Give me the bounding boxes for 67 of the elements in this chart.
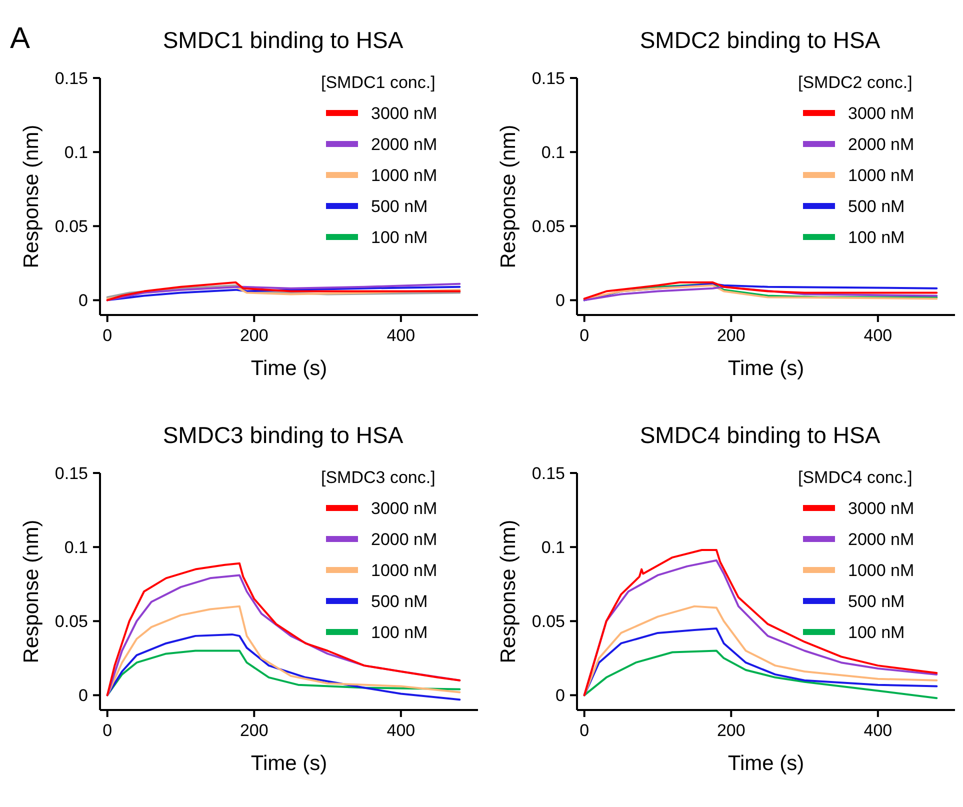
y-tick-label: 0.1	[541, 538, 565, 558]
y-axis-title: Response (nm)	[497, 124, 520, 268]
y-axis-title: Response (nm)	[20, 124, 43, 268]
x-tick-label: 200	[716, 326, 746, 345]
y-tick-label: 0.05	[54, 612, 88, 632]
legend-title: [SMDC3 conc.]	[321, 468, 436, 487]
line-series	[583, 628, 938, 696]
x-tick-label: 200	[240, 721, 268, 740]
x-axis-title: Time (s)	[250, 357, 328, 380]
x-axis-title: Time (s)	[728, 357, 804, 380]
legend-label: 100 nM	[848, 622, 905, 642]
legend-label: 2000 nM	[371, 530, 438, 549]
legend-label: 3000 nM	[848, 104, 914, 123]
legend-label: 1000 nM	[848, 166, 914, 185]
x-axis-title: Time (s)	[728, 752, 804, 775]
chart-title: SMDC2 binding to HSA	[640, 27, 881, 53]
legend-title: [SMDC4 conc.]	[798, 468, 912, 487]
y-axis-title: Response (nm)	[20, 520, 43, 664]
legend-label: 1000 nM	[371, 166, 438, 185]
legend-label: 100 nM	[371, 622, 428, 642]
x-tick-label: 400	[864, 721, 892, 740]
y-tick-label: 0	[556, 291, 565, 310]
y-tick-label: 0.05	[532, 612, 565, 632]
y-tick-label: 0	[556, 686, 565, 706]
x-tick-label: 200	[240, 326, 268, 345]
x-axis-title: Time (s)	[250, 752, 328, 775]
legend-label: 1000 nM	[848, 560, 914, 580]
text: A	[10, 22, 30, 55]
x-tick-label: 0	[102, 326, 112, 345]
legend-label: 500 nM	[371, 196, 428, 216]
x-tick-label: 200	[716, 721, 746, 740]
y-tick-label: 0.05	[532, 217, 565, 236]
x-tick-label: 0	[102, 721, 112, 740]
x-tick-label: 400	[386, 721, 416, 740]
legend-title: [SMDC1 conc.]	[321, 73, 436, 92]
y-tick-label: 0.1	[541, 143, 565, 162]
line-series	[583, 650, 938, 700]
legend-label: 100 nM	[371, 228, 428, 247]
legend-label: 3000 nM	[371, 104, 438, 123]
y-tick-label: 0.15	[54, 68, 88, 88]
y-tick-label: 0.1	[64, 538, 88, 558]
y-tick-label: 0.15	[532, 68, 565, 88]
x-tick-label: 0	[580, 326, 590, 345]
y-axis-title: Response (nm)	[497, 520, 520, 664]
y-tick-label: 0	[78, 686, 88, 706]
legend-label: 100 nM	[848, 228, 905, 247]
chart-title: SMDC4 binding to HSA	[640, 422, 881, 448]
chart-title: SMDC3 binding to HSA	[162, 422, 404, 448]
legend-title: [SMDC2 conc.]	[798, 73, 912, 92]
x-tick-label: 0	[580, 721, 590, 740]
y-tick-label: 0	[78, 291, 88, 310]
y-tick-label: 0.15	[532, 464, 565, 483]
legend-label: 3000 nM	[371, 498, 438, 518]
chart-title: SMDC1 binding to HSA	[162, 27, 404, 53]
y-tick-label: 0.15	[54, 464, 88, 483]
legend-label: 3000 nM	[848, 498, 914, 518]
legend-label: 500 nM	[848, 592, 905, 611]
x-tick-label: 400	[386, 326, 416, 345]
legend-label: 500 nM	[848, 196, 905, 216]
legend-label: 2000 nM	[371, 134, 438, 154]
legend-label: 2000 nM	[848, 530, 914, 549]
legend-label: 1000 nM	[371, 560, 438, 580]
y-tick-label: 0.05	[54, 217, 88, 236]
x-tick-label: 400	[864, 326, 892, 345]
y-tick-label: 0.1	[64, 143, 88, 162]
legend-label: 500 nM	[371, 592, 428, 611]
legend-label: 2000 nM	[848, 134, 914, 154]
